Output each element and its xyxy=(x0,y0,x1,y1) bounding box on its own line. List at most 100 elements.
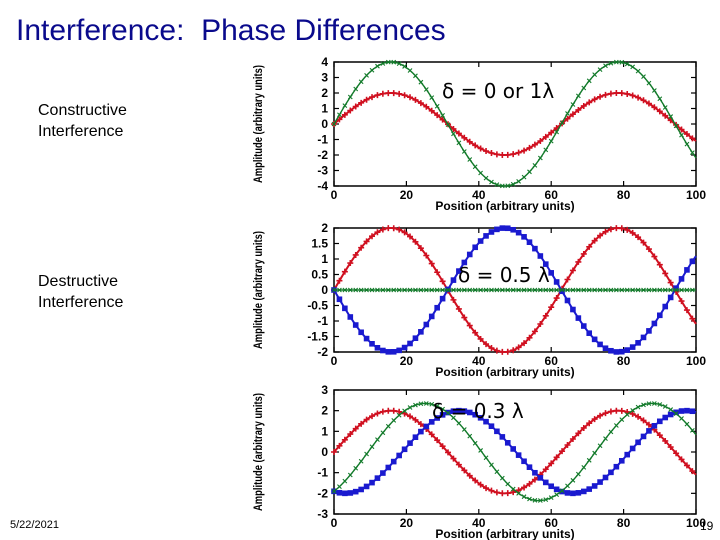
chart2-sum-series-marker xyxy=(543,287,549,293)
chart3-wave-1-series-marker xyxy=(559,448,566,455)
chart2-wave-1-series-marker xyxy=(640,239,647,246)
chart1-sum-series-marker xyxy=(429,95,435,100)
chart1-ytick-label: -4 xyxy=(317,179,328,193)
chart3-wave-1-series-marker xyxy=(428,431,435,438)
chart3-wave-1-series-marker xyxy=(363,416,370,423)
chart2-wave-2-series-marker xyxy=(434,304,440,311)
chart2-sum-series-marker xyxy=(613,287,619,293)
chart1-wave-series-marker xyxy=(526,144,533,151)
chart2-wave-2-series-marker xyxy=(684,267,690,273)
chart3-wave-2-series-marker xyxy=(597,479,603,485)
constructive-label-line1: Constructive xyxy=(38,102,127,119)
chart2-wave-2-series-marker xyxy=(390,349,397,355)
chart3-wave-2-series-marker xyxy=(461,408,468,414)
chart3-wave-1-series-marker xyxy=(336,442,343,449)
chart2-wave-1-series-marker xyxy=(401,229,408,236)
chart3-xtick-label: 0 xyxy=(331,516,338,530)
chart2-sum-series-marker xyxy=(689,287,695,293)
chart3-wave-2-series-marker xyxy=(450,408,457,414)
chart3-wave-1-series-marker xyxy=(341,436,348,443)
chart2-wave-2-series-marker xyxy=(439,295,446,302)
chart3-wave-1-series-marker xyxy=(613,407,620,414)
chart1-y-axis-title: Amplitude (arbitrary units) xyxy=(251,65,265,183)
chart2-wave-1-series-marker xyxy=(390,225,397,232)
chart3-wave-1-series-marker xyxy=(586,420,593,427)
chart2-sum-series-marker xyxy=(347,287,353,293)
chart1-wave-series-marker xyxy=(466,138,473,145)
chart1-sum-series-marker xyxy=(646,80,652,86)
chart2-wave-2-series-marker xyxy=(635,340,641,346)
chart3-wave-2-series-marker xyxy=(418,428,424,435)
chart2-wave-2-series-marker xyxy=(542,261,549,267)
chart3-sum-series-marker xyxy=(565,483,570,489)
chart2-wave-2-series-marker xyxy=(374,345,381,351)
chart3-sum-series-marker xyxy=(494,469,500,475)
chart2-sum-series-marker xyxy=(440,287,445,293)
chart3-wave-2-series-marker xyxy=(494,428,500,435)
chart2-sum-series-marker xyxy=(527,287,532,293)
chart2-xtick-label: 40 xyxy=(472,354,486,368)
chart1-wave-series-marker xyxy=(635,94,642,101)
chart2-ytick-label: 1 xyxy=(321,252,328,266)
chart3-wave-2-series-marker xyxy=(608,469,614,476)
chart2-xtick-label: 80 xyxy=(617,354,631,368)
chart2-sum-series-marker xyxy=(489,287,494,293)
chart1-sum-series-marker xyxy=(613,59,619,65)
chart1-wave-series-marker xyxy=(640,97,647,104)
chart2-wave-1-series-marker xyxy=(526,334,533,341)
chart2-wave-2-series-marker xyxy=(629,344,636,350)
chart3-sum-series-marker xyxy=(331,488,337,494)
chart1-xtick-label: 60 xyxy=(545,188,559,202)
chart2-wave-2-series-marker xyxy=(646,328,652,334)
chart2-wave-2-series-marker xyxy=(532,245,538,252)
chart3-wave-1-series-marker xyxy=(434,437,441,444)
chart2-wave-2-series-marker xyxy=(510,226,516,233)
chart2-wave-2-series-marker xyxy=(358,329,364,336)
chart2-sum-series-marker xyxy=(624,287,630,293)
chart2-wave-2-series-marker xyxy=(553,279,560,285)
chart1-sum-series-marker xyxy=(418,79,424,85)
chart3-sum-series-marker xyxy=(651,401,657,406)
destructive-label-line2: Interference xyxy=(38,294,124,311)
chart2-wave-1-series-marker xyxy=(439,278,446,285)
chart1-wave-series-marker xyxy=(580,102,587,109)
chart3-wave-1-series-marker xyxy=(412,416,419,423)
chart1-wave-series-marker xyxy=(510,151,517,158)
chart3-wave-1-series-marker xyxy=(477,481,484,488)
chart2-wave-2-series-marker xyxy=(673,285,679,291)
chart3-wave-1-series-marker xyxy=(483,485,490,492)
chart3-sum-series-marker xyxy=(391,418,397,423)
chart3-wave-2-series-marker xyxy=(684,407,690,414)
chart2-wave-2-series-marker xyxy=(385,349,392,355)
chart3-wave-2-series-marker xyxy=(488,423,495,429)
chart2-xtick-label: 20 xyxy=(400,354,414,368)
chart3-sum-series-marker xyxy=(440,406,445,412)
chart3-sum-series-marker xyxy=(603,436,608,442)
chart2-sum-series-marker xyxy=(494,287,500,293)
chart2-wave-1-series-marker xyxy=(510,347,517,354)
chart3-wave-2-series-marker xyxy=(548,483,554,490)
chart3-xtick-label: 20 xyxy=(400,516,414,530)
chart2-sum-series-marker xyxy=(570,287,576,293)
chart1-sum-series-marker xyxy=(489,179,494,185)
chart2-sum-series-marker xyxy=(385,287,391,293)
chart3-wave-2-series-marker xyxy=(575,490,582,496)
chart1-sum-series-marker xyxy=(407,68,413,73)
chart3-sum-series-marker xyxy=(434,403,440,409)
chart3-ytick-label: -3 xyxy=(317,507,328,521)
chart2-sum-series-marker xyxy=(521,287,527,293)
chart2-sum-series-marker xyxy=(608,287,614,293)
chart2-sum-series-marker xyxy=(396,287,402,293)
chart2-sum-series-marker xyxy=(456,287,462,293)
chart1-sum-series-marker xyxy=(499,183,505,189)
chart2-wave-1-series-marker xyxy=(472,329,479,336)
chart1-sum-series-marker xyxy=(608,60,614,66)
chart3-sum-series-marker xyxy=(548,495,554,501)
chart1-wave-series-marker xyxy=(477,145,484,152)
chart2-wave-1-series-marker xyxy=(689,315,696,322)
chart2-wave-2-series-marker xyxy=(689,258,696,265)
chart2-sum-series-marker xyxy=(499,287,505,293)
chart1-sum-series-marker xyxy=(543,147,549,153)
chart3-wave-1-series-marker xyxy=(689,468,696,475)
chart2-wave-1-series-marker xyxy=(352,251,359,258)
